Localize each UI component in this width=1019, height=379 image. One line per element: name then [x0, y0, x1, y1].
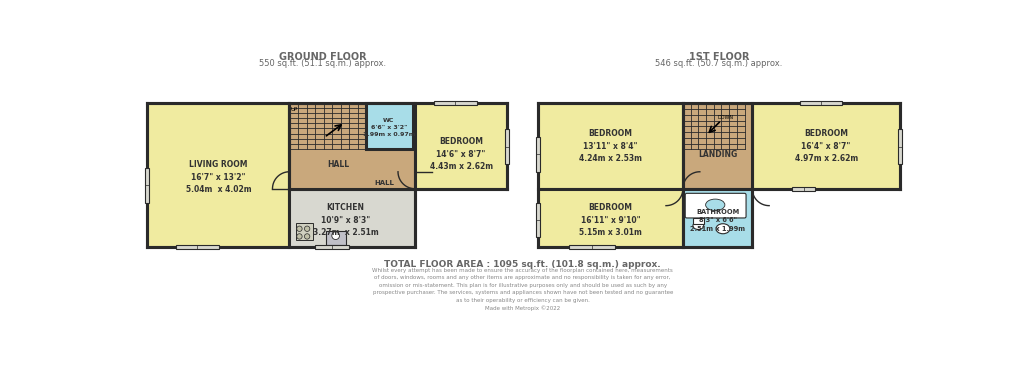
Text: BEDROOM
16'4" x 8'7"
4.97m x 2.62m: BEDROOM 16'4" x 8'7" 4.97m x 2.62m [794, 129, 857, 163]
Text: KITCHEN
10'9" x 8'3"
3.27m  x 2.51m: KITCHEN 10'9" x 8'3" 3.27m x 2.51m [313, 203, 378, 237]
Text: BEDROOM
14'6" x 8'7"
4.43m x 2.62m: BEDROOM 14'6" x 8'7" 4.43m x 2.62m [429, 137, 492, 171]
Text: 546 sq.ft. (50.7 sq.m.) approx.: 546 sq.ft. (50.7 sq.m.) approx. [655, 59, 782, 67]
Circle shape [331, 232, 339, 240]
Bar [289, 103, 415, 189]
Text: LANDING: LANDING [697, 150, 737, 158]
Text: Whilst every attempt has been made to ensure the accuracy of the floorplan conta: Whilst every attempt has been made to en… [372, 268, 673, 311]
Text: 1ST FLOOR: 1ST FLOOR [688, 52, 749, 63]
Bar [538, 103, 683, 189]
Bar [692, 218, 703, 224]
Circle shape [304, 234, 310, 239]
Circle shape [304, 226, 310, 232]
Bar [505, 129, 508, 164]
Circle shape [297, 234, 302, 239]
Bar [326, 231, 345, 245]
Text: BATHROOM
8'3" x 6'6"
2.51m x 1.99m: BATHROOM 8'3" x 6'6" 2.51m x 1.99m [689, 209, 745, 232]
Bar [683, 189, 751, 247]
Bar [176, 245, 218, 249]
Text: 550 sq.ft. (51.1 sq.m.) approx.: 550 sq.ft. (51.1 sq.m.) approx. [259, 59, 386, 67]
Bar [751, 103, 899, 189]
Ellipse shape [692, 222, 703, 230]
Bar [792, 187, 814, 191]
Bar [147, 103, 289, 247]
Bar [538, 189, 683, 247]
Ellipse shape [715, 224, 730, 234]
Circle shape [297, 226, 302, 232]
Bar [434, 101, 476, 105]
Bar [569, 245, 614, 249]
Ellipse shape [705, 199, 725, 211]
Text: BEDROOM
16'11" x 9'10"
5.15m x 3.01m: BEDROOM 16'11" x 9'10" 5.15m x 3.01m [579, 203, 641, 237]
FancyBboxPatch shape [685, 193, 745, 218]
Bar [683, 103, 751, 189]
Text: UP: UP [290, 107, 298, 112]
Text: LIVING ROOM
16'7" x 13'2"
5.04m  x 4.02m: LIVING ROOM 16'7" x 13'2" 5.04m x 4.02m [185, 160, 251, 194]
Text: DOWN: DOWN [716, 114, 733, 120]
Text: GROUND FLOOR: GROUND FLOOR [278, 52, 366, 63]
Bar [536, 137, 539, 172]
Text: HALL: HALL [374, 180, 393, 186]
Text: BEDROOM
13'11" x 8'4"
4.24m x 2.53m: BEDROOM 13'11" x 8'4" 4.24m x 2.53m [579, 129, 641, 163]
Bar [315, 245, 350, 249]
Bar [536, 202, 539, 237]
Bar [366, 103, 413, 149]
Bar [799, 101, 842, 105]
Bar [415, 103, 506, 189]
Bar [296, 222, 312, 240]
Text: WC
6'6" x 3'2"
1.99m x 0.97m: WC 6'6" x 3'2" 1.99m x 0.97m [362, 118, 415, 137]
Bar [289, 189, 415, 247]
Bar [145, 168, 149, 202]
Text: HALL: HALL [326, 160, 348, 169]
Bar [898, 129, 901, 164]
Text: TOTAL FLOOR AREA : 1095 sq.ft. (101.8 sq.m.) approx.: TOTAL FLOOR AREA : 1095 sq.ft. (101.8 sq… [384, 260, 660, 269]
